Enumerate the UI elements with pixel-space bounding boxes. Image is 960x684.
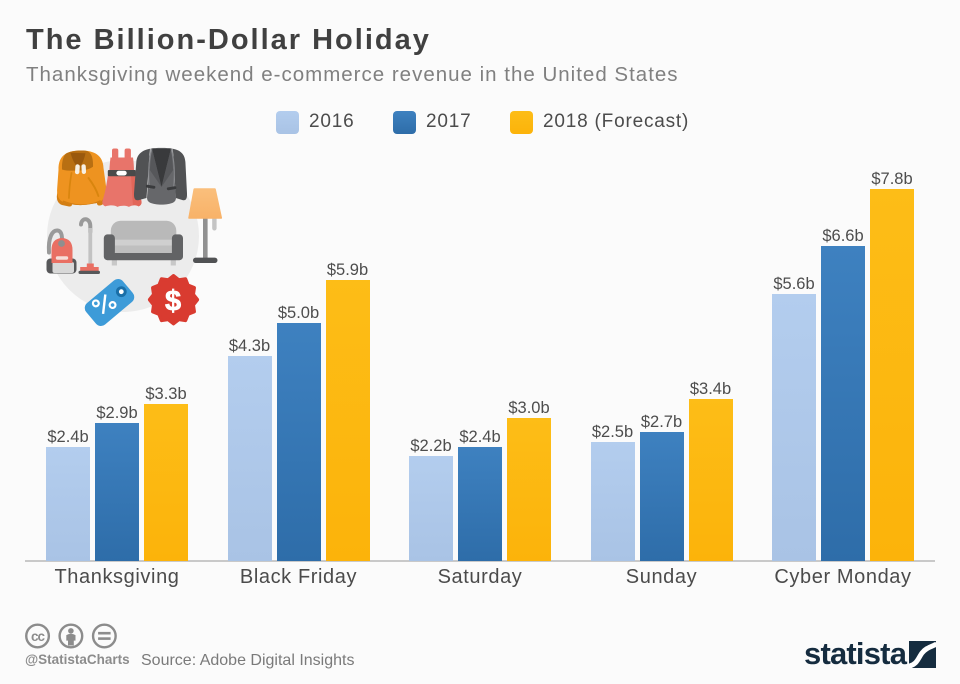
svg-text:$: $: [165, 285, 181, 317]
svg-text:cc: cc: [31, 629, 46, 644]
